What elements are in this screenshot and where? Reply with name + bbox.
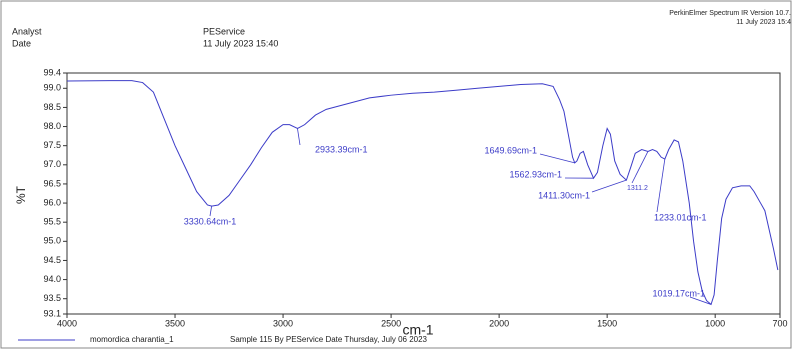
y-tick-label: 94.0	[43, 274, 61, 284]
annotation-leader	[591, 179, 627, 193]
x-tick-label: 700	[772, 318, 787, 328]
x-axis-label: cm-1	[402, 322, 433, 338]
annotation-label: 1019.17cm-1	[652, 288, 705, 298]
annotation-leader	[539, 153, 575, 164]
y-tick-label: 96.5	[43, 178, 61, 188]
y-tick-label: 94.5	[43, 255, 61, 265]
annotation-leader	[631, 151, 649, 184]
spectrum-line	[66, 80, 779, 306]
annotation-leader	[689, 296, 712, 305]
y-tick-label: 99.4	[43, 67, 61, 77]
plot-area	[66, 72, 781, 315]
x-tick-label: 2500	[381, 318, 401, 328]
x-tick-label: 3000	[273, 318, 293, 328]
x-tick-label: 2000	[489, 318, 509, 328]
y-tick-label: 97.0	[43, 159, 61, 169]
y-tick-label: 95.0	[43, 236, 61, 246]
annotation-label: 1233.01cm-1	[654, 212, 707, 222]
y-tick-label: 96.0	[43, 197, 61, 207]
y-tick-label: 97.5	[43, 140, 61, 150]
analyst-label: Analyst	[12, 26, 42, 36]
annotation-label: 1311.2	[627, 185, 648, 192]
software: PerkinElmer Spectrum IR Version 10.7.	[669, 10, 791, 17]
x-tick-label: 1500	[597, 318, 617, 328]
annotation-label: 1411.30cm-1	[538, 190, 590, 200]
y-tick-label: 98.5	[43, 102, 61, 112]
y-tick-label: 99.0	[43, 83, 61, 93]
date: 11 July 2023 15:40	[203, 38, 278, 48]
software-date: 11 July 2023 15:4	[736, 19, 791, 26]
date-label: Date	[12, 38, 31, 48]
y-tick-label: 93.5	[43, 293, 61, 303]
x-tick-label: 3500	[165, 318, 185, 328]
annotation-label: 1562.93cm-1	[509, 169, 562, 179]
annotation-label: 3330.64cm-1	[184, 216, 237, 226]
annotation-leader	[656, 159, 666, 213]
legend-label: momordica charantia_1	[90, 335, 174, 344]
analyst: PEService	[203, 26, 245, 36]
y-tick-label: 98.0	[43, 121, 61, 131]
annotation-label: 1649.69cm-1	[484, 145, 537, 155]
annotation-leader	[297, 128, 301, 146]
annotation-label: 2933.39cm-1	[315, 144, 368, 154]
annotation-leader	[209, 206, 213, 217]
legend-description: Sample 115 By PEService Date Thursday, J…	[230, 335, 428, 344]
y-axis-label: %T	[14, 185, 28, 204]
y-tick-label: 95.5	[43, 217, 61, 227]
x-tick-label: 1000	[705, 318, 725, 328]
x-tick-label: 4000	[57, 318, 77, 328]
y-tick-label: 93.1	[43, 308, 61, 318]
